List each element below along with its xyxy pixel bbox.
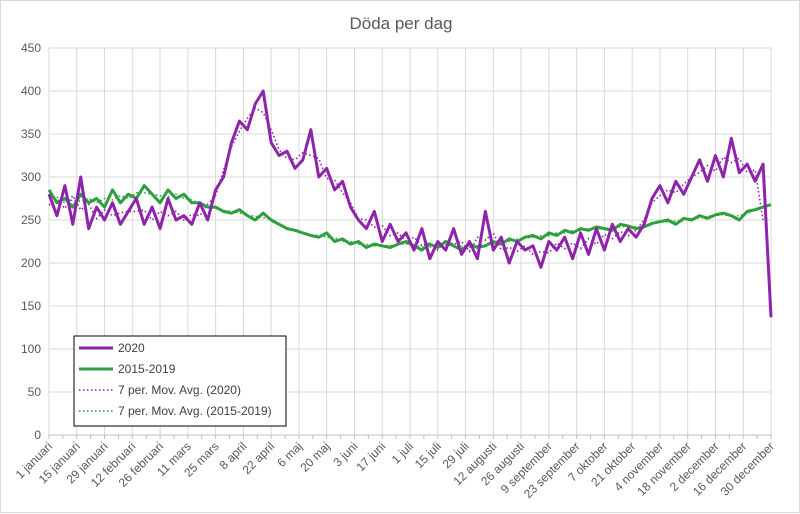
y-tick-label: 400 — [21, 84, 41, 98]
y-tick-label: 450 — [21, 41, 41, 55]
y-tick-label: 150 — [21, 299, 41, 313]
y-tick-label: 100 — [21, 342, 41, 356]
y-axis-ticks: 0 50 100 150 200 250 300 350 400 450 — [21, 41, 41, 442]
x-tick-label: 20 maj — [297, 439, 332, 474]
y-tick-label: 250 — [21, 213, 41, 227]
legend-label: 2015-2019 — [118, 362, 176, 376]
y-tick-label: 200 — [21, 256, 41, 270]
legend-label: 2020 — [118, 341, 145, 355]
legend-label: 7 per. Mov. Avg. (2015-2019) — [118, 404, 272, 418]
y-tick-label: 300 — [21, 170, 41, 184]
x-tick-label: 15 juli — [412, 439, 444, 471]
x-tick-label: 17 juni — [353, 439, 388, 474]
y-tick-label: 0 — [34, 428, 41, 442]
y-tick-label: 50 — [28, 385, 42, 399]
legend: 2020 2015-2019 7 per. Mov. Avg. (2020) 7 pe… — [74, 336, 286, 426]
chart-title: Döda per dag — [349, 14, 452, 33]
legend-label: 7 per. Mov. Avg. (2020) — [118, 383, 241, 397]
y-tick-label: 350 — [21, 127, 41, 141]
